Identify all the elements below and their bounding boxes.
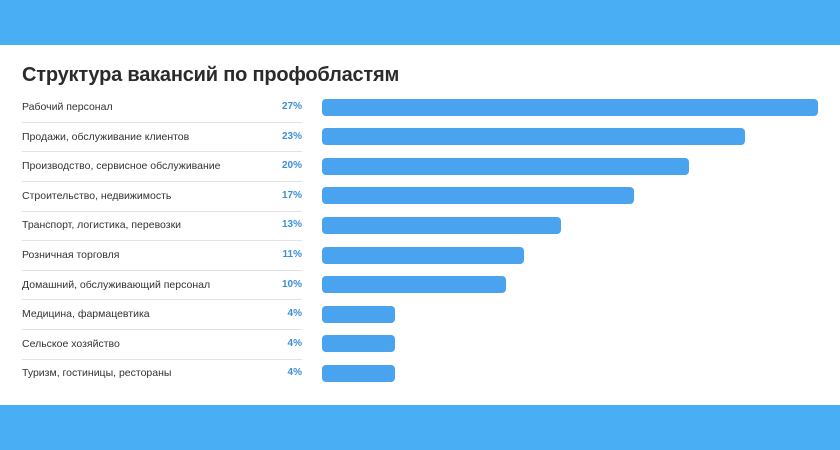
category-label: Медицина, фармацевтика <box>22 308 150 321</box>
row-separator <box>22 270 302 271</box>
category-label: Туризм, гостиницы, рестораны <box>22 367 172 380</box>
row-separator <box>22 122 302 123</box>
category-label: Продажи, обслуживание клиентов <box>22 130 190 143</box>
row-separator <box>22 359 302 360</box>
category-label: Розничная торговля <box>22 249 120 261</box>
bottom-band <box>0 405 840 450</box>
row-separator <box>22 181 302 182</box>
value-label: 17% <box>281 189 302 201</box>
row-separator <box>22 211 302 212</box>
value-label: 4% <box>287 308 302 320</box>
value-label: 11% <box>282 249 302 260</box>
bar <box>322 216 561 234</box>
bar <box>322 128 745 146</box>
bar <box>322 364 395 382</box>
row-separator <box>22 329 302 330</box>
row-separator <box>22 151 302 152</box>
value-label: 23% <box>281 130 302 142</box>
bar <box>322 305 395 323</box>
row-separator <box>22 240 302 241</box>
category-label: Сельское хозяйство <box>22 337 120 350</box>
category-label: Строительство, недвижимость <box>22 189 172 202</box>
value-label: 27% <box>281 101 302 112</box>
top-band <box>0 0 840 45</box>
category-label: Рабочий персонал <box>22 101 113 113</box>
category-label: Домашний, обслуживающий персонал <box>22 278 211 291</box>
value-label: 13% <box>281 219 302 231</box>
value-label: 20% <box>281 160 302 172</box>
row-separator <box>22 299 302 300</box>
value-label: 4% <box>287 367 302 379</box>
bar <box>322 335 395 353</box>
bar <box>322 187 634 205</box>
category-label: Транспорт, логистика, перевозки <box>22 219 182 232</box>
value-label: 4% <box>287 337 302 349</box>
bar <box>322 157 689 175</box>
bar <box>322 98 818 116</box>
chart-title: Структура вакансий по профобластям <box>22 64 400 86</box>
bar <box>322 246 524 264</box>
bar <box>322 276 506 294</box>
category-label: Производство, сервисное обслуживание <box>22 160 221 173</box>
value-label: 10% <box>281 278 302 290</box>
